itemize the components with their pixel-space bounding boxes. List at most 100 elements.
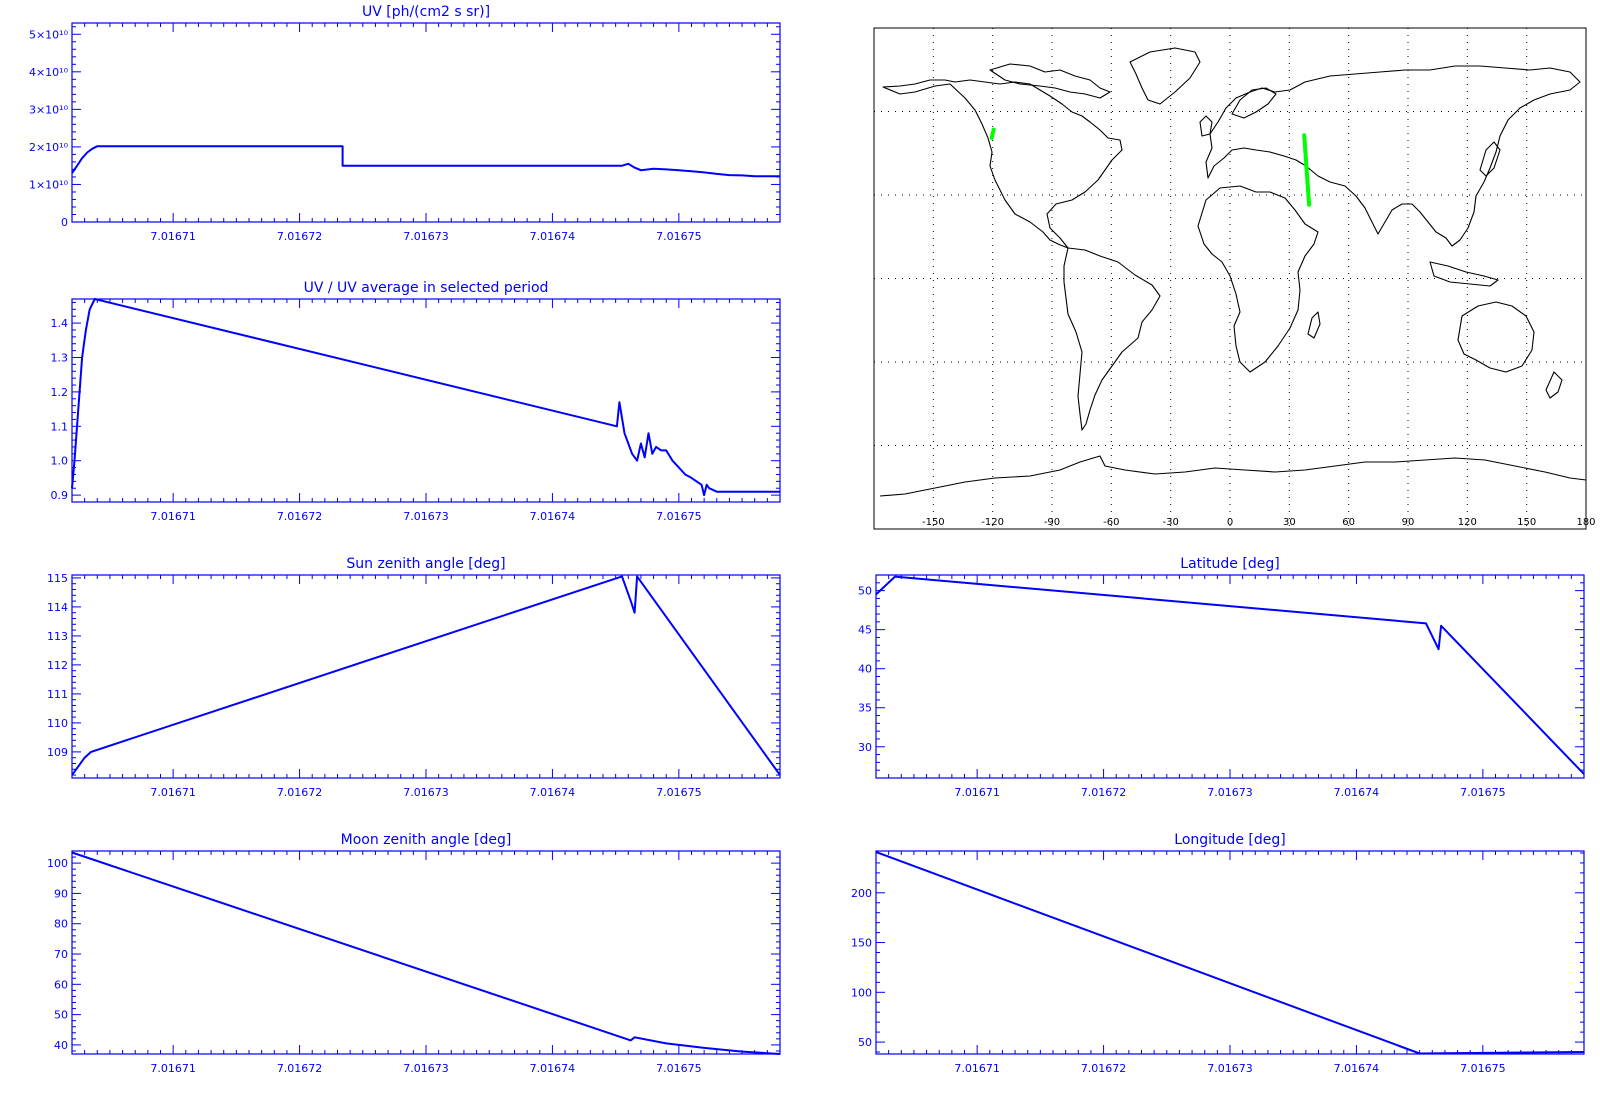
- japan-coastline: [1479, 141, 1501, 177]
- uv-y-tick-label: 2×10¹⁰: [29, 141, 69, 154]
- uv-y-tick-label: 3×10¹⁰: [29, 103, 69, 116]
- greenland-coastline: [1129, 47, 1201, 105]
- world-map-panel: -150 -120 -90 -60 -30 0 30 60 90 120 150 180: [873, 27, 1596, 530]
- latitude-y-tick-label: 50: [858, 585, 872, 598]
- map-lon-tick-label: -120: [981, 517, 1004, 528]
- sun-zenith-y-tick-label: 110: [47, 717, 68, 730]
- map-lon-tick-label: -30: [1162, 517, 1178, 528]
- sun-zenith-y-tick-label: 115: [47, 572, 68, 585]
- map-lon-tick-label: 180: [1576, 517, 1595, 528]
- sun-zenith-y-tick-label: 111: [47, 688, 68, 701]
- british-isles-coastline: [1199, 115, 1213, 137]
- sun-zenith-x-tick-label: 7.01673: [403, 786, 449, 799]
- moon-zenith-panel: Moon zenith angle [deg] 7.01671 7.01672 7.…: [47, 832, 781, 1075]
- arctic-islands-coastline: [989, 63, 1111, 99]
- uv-ratio-y-tick-label: 1.1: [51, 420, 69, 433]
- sun-zenith-x-tick-label: 7.01674: [530, 786, 576, 799]
- moon-zenith-x-tick-label: 7.01673: [403, 1062, 449, 1075]
- longitude-series-line: [875, 851, 1585, 1055]
- sun-zenith-x-tick-label: 7.01672: [277, 786, 323, 799]
- longitude-y-tick-label: 50: [858, 1036, 872, 1049]
- sun-zenith-series-line: [71, 575, 781, 776]
- moon-zenith-x-tick-label: 7.01674: [530, 1062, 576, 1075]
- latitude-title: Latitude [deg]: [1180, 556, 1279, 572]
- moon-zenith-title: Moon zenith angle [deg]: [341, 832, 512, 848]
- map-ground-track: [1302, 133, 1312, 207]
- uv-ratio-panel: UV / UV average in selected period 7.016…: [51, 280, 781, 523]
- latitude-y-tick-label: 35: [858, 702, 872, 715]
- moon-zenith-x-tick-label: 7.01675: [656, 1062, 702, 1075]
- map-lon-tick-label: 150: [1517, 517, 1536, 528]
- latitude-x-tick-label: 7.01672: [1081, 786, 1127, 799]
- map-lon-tick-label: -60: [1103, 517, 1119, 528]
- moon-zenith-y-tick-label: 70: [54, 948, 68, 961]
- uv-x-tick-label: 7.01672: [277, 230, 323, 243]
- sun-zenith-panel: Sun zenith angle [deg] 7.01671 7.01672 7.0…: [47, 556, 781, 799]
- uv-ratio-x-tick-label: 7.01675: [656, 510, 702, 523]
- uv-ratio-title: UV / UV average in selected period: [304, 280, 549, 296]
- latitude-x-tick-label: 7.01673: [1207, 786, 1253, 799]
- latitude-y-tick-label: 30: [858, 741, 872, 754]
- moon-zenith-y-tick-label: 100: [47, 857, 68, 870]
- longitude-y-tick-label: 150: [851, 937, 872, 950]
- antarctica-coastline: [879, 455, 1587, 497]
- sun-zenith-x-tick-label: 7.01675: [656, 786, 702, 799]
- uv-ratio-y-tick-label: 1.3: [51, 351, 69, 364]
- longitude-x-tick-label: 7.01671: [954, 1062, 1000, 1075]
- uv-x-tick-label: 7.01675: [656, 230, 702, 243]
- map-lon-tick-label: 0: [1227, 517, 1233, 528]
- eurasia-coastline: [1205, 65, 1581, 247]
- uv-y-tick-label: 4×10¹⁰: [29, 66, 69, 79]
- sun-zenith-y-tick-label: 112: [47, 659, 68, 672]
- map-lon-tick-label: 90: [1402, 517, 1415, 528]
- latitude-y-tick-label: 40: [858, 663, 872, 676]
- north-america-coastline: [882, 79, 1123, 249]
- uv-ratio-x-tick-label: 7.01673: [403, 510, 449, 523]
- longitude-x-tick-label: 7.01673: [1207, 1062, 1253, 1075]
- map-lon-tick-label: -90: [1044, 517, 1060, 528]
- longitude-x-tick-label: 7.01674: [1334, 1062, 1380, 1075]
- new-zealand-coastline: [1545, 371, 1563, 399]
- latitude-series-line: [875, 575, 1585, 775]
- uv-ratio-y-tick-label: 1.0: [51, 455, 69, 468]
- uv-y-tick-label: 5×10¹⁰: [29, 28, 69, 41]
- map-lon-tick-label: 60: [1342, 517, 1355, 528]
- latitude-x-tick-label: 7.01674: [1334, 786, 1380, 799]
- uv-series-line: [71, 145, 780, 178]
- longitude-x-tick-label: 7.01672: [1081, 1062, 1127, 1075]
- moon-zenith-y-tick-label: 50: [54, 1009, 68, 1022]
- uv-x-tick-label: 7.01671: [150, 230, 196, 243]
- uv-ratio-y-tick-label: 1.2: [51, 386, 69, 399]
- moon-zenith-series-line: [71, 851, 781, 1055]
- scandinavia-coastline: [1231, 87, 1277, 119]
- uv-x-tick-label: 7.01674: [530, 230, 576, 243]
- moon-zenith-y-tick-label: 60: [54, 978, 68, 991]
- map-lon-tick-label: -150: [922, 517, 945, 528]
- sun-zenith-y-tick-label: 109: [47, 746, 68, 759]
- uv-ratio-x-tick-label: 7.01672: [277, 510, 323, 523]
- moon-zenith-x-tick-label: 7.01672: [277, 1062, 323, 1075]
- latitude-x-tick-label: 7.01675: [1460, 786, 1506, 799]
- longitude-title: Longitude [deg]: [1174, 832, 1285, 848]
- longitude-panel: Longitude [deg] 7.01671 7.01672 7.01673 7.0…: [851, 832, 1585, 1075]
- latitude-panel: Latitude [deg] 7.01671 7.01672 7.01673 7.01…: [858, 556, 1585, 799]
- uv-y-tick-label: 1×10¹⁰: [29, 178, 69, 191]
- sun-zenith-y-tick-label: 114: [47, 601, 68, 614]
- moon-zenith-y-tick-label: 90: [54, 887, 68, 900]
- moon-zenith-y-tick-label: 40: [54, 1039, 68, 1052]
- madagascar-coastline: [1307, 311, 1321, 339]
- moon-zenith-y-tick-label: 80: [54, 918, 68, 931]
- uv-ratio-series-line: [71, 298, 780, 497]
- map-ground-track: [989, 127, 996, 140]
- uv-title: UV [ph/(cm2 s sr)]: [362, 4, 490, 20]
- sun-zenith-x-tick-label: 7.01671: [150, 786, 196, 799]
- africa-coastline: [1197, 185, 1319, 373]
- latitude-y-tick-label: 45: [858, 624, 872, 637]
- sun-zenith-y-tick-label: 113: [47, 630, 68, 643]
- uv-ratio-x-tick-label: 7.01674: [530, 510, 576, 523]
- uv-y-tick-label: 0: [61, 216, 68, 229]
- latitude-x-tick-label: 7.01671: [954, 786, 1000, 799]
- uv-x-tick-label: 7.01673: [403, 230, 449, 243]
- uv-ratio-y-tick-label: 1.4: [51, 317, 69, 330]
